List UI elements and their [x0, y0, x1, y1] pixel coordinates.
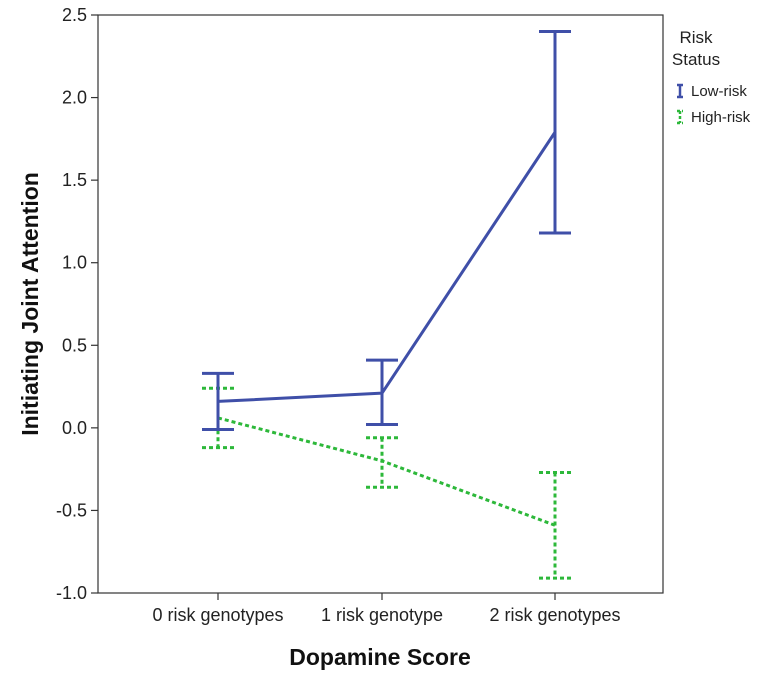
- x-axis-title: Dopamine Score: [289, 644, 471, 670]
- y-tick-label: 2.5: [62, 5, 87, 25]
- y-tick-label: -1.0: [56, 583, 87, 603]
- y-axis-title: Initiating Joint Attention: [17, 172, 43, 436]
- y-axis: -1.0 -0.5 0.0 0.5 1.0 1.5 2.0 2.5: [56, 5, 98, 603]
- y-tick-label: 1.0: [62, 253, 87, 273]
- x-axis: 0 risk genotypes 1 risk genotype 2 risk ge…: [152, 593, 621, 625]
- y-tick-label: -0.5: [56, 500, 87, 520]
- y-tick-label: 0.0: [62, 418, 87, 438]
- legend-title-line-1: Risk: [679, 28, 713, 47]
- y-tick-label: 2.0: [62, 88, 87, 108]
- series-layer: [202, 30, 571, 580]
- high-risk-series-line: [217, 416, 556, 527]
- y-tick-label: 0.5: [62, 335, 87, 355]
- y-tick-label: 1.5: [62, 170, 87, 190]
- legend-title-line-2: Status: [672, 50, 720, 69]
- low-risk-series-line: [217, 131, 557, 403]
- x-tick-label: 1 risk genotype: [321, 605, 443, 625]
- legend-label-high-risk: High-risk: [691, 109, 751, 126]
- x-tick-label: 2 risk genotypes: [489, 605, 620, 625]
- x-tick-label: 0 risk genotypes: [152, 605, 283, 625]
- legend: Risk Status Low-risk High-risk: [672, 28, 751, 126]
- plot-area: [97, 14, 664, 594]
- legend-label-low-risk: Low-risk: [691, 83, 747, 100]
